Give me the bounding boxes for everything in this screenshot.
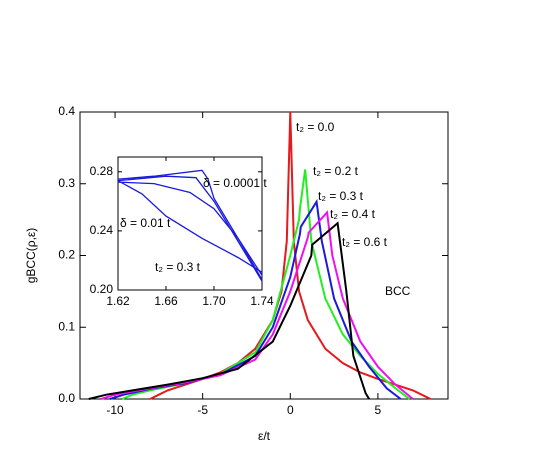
series-label: t₂ = 0.6 t: [342, 235, 388, 249]
series-line: [117, 180, 263, 273]
annotation: BCC: [385, 284, 411, 298]
series-label: t₂ = 0.4 t: [330, 207, 376, 221]
y-tick-label: 0.2: [58, 248, 75, 262]
x-tick-label: -5: [197, 403, 208, 417]
y-tick-label: 0.1: [58, 319, 75, 333]
series-line: [117, 181, 263, 276]
x-tick-label: 1.70: [202, 294, 226, 308]
x-tick-label: -10: [106, 403, 124, 417]
series-line: [117, 175, 263, 282]
x-tick-label: 1.62: [106, 294, 130, 308]
x-tick-label: 5: [375, 403, 382, 417]
y-axis-label: gBCC(ρ,ε): [24, 228, 38, 284]
x-tick-label: 1.66: [154, 294, 178, 308]
plot-frame: [117, 156, 263, 291]
series-label: t₂ = 0.3 t: [318, 189, 364, 203]
x-tick-label: 1.74: [250, 294, 274, 308]
annotation: t₂ = 0.3 t: [155, 260, 201, 274]
x-axis-label: ε/t: [258, 429, 271, 443]
y-tick-label: 0.28: [90, 164, 114, 178]
y-tick-label: 0.4: [58, 104, 75, 118]
y-tick-label: 0.0: [58, 391, 75, 405]
series-line: [88, 221, 370, 400]
annotation: δ = 0.0001 t: [203, 176, 267, 190]
y-tick-label: 0.24: [90, 223, 114, 237]
annotation: δ = 0.01 t: [120, 216, 171, 230]
series-label: t₂ = 0.0: [296, 120, 335, 134]
y-tick-label: 0.3: [58, 176, 75, 190]
y-tick-label: 0.20: [90, 282, 114, 296]
x-tick-label: 0: [287, 403, 294, 417]
series-label: t₂ = 0.2 t: [313, 164, 359, 178]
